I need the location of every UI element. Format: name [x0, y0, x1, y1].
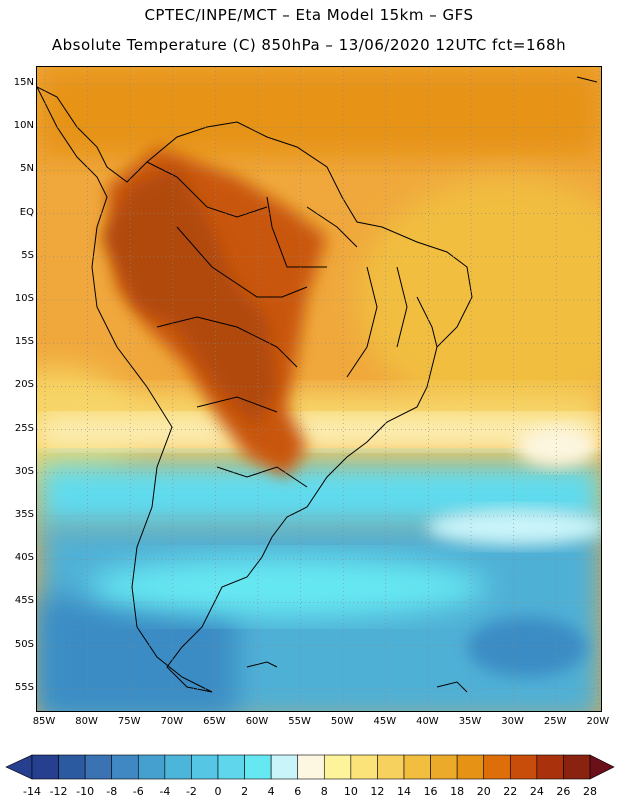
colorbar-tick-label: 10	[343, 785, 358, 798]
colorbar-tick-label: 14	[397, 785, 411, 798]
field-atlantic-mid	[357, 177, 601, 417]
field-cyan-tongue	[87, 557, 487, 617]
colorbar-swatch	[58, 754, 86, 780]
colorbar-swatch	[323, 754, 352, 780]
field-pale-south-atl	[427, 509, 601, 545]
colorbar-swatch	[191, 754, 219, 780]
colorbar-swatch	[350, 754, 378, 780]
colorbar-tick-label: 18	[450, 785, 465, 798]
field-cold-swirl	[467, 617, 587, 677]
lat-label: 55S	[14, 681, 34, 693]
colorbar-swatch	[456, 754, 485, 780]
colorbar-tick-label: 28	[583, 785, 597, 798]
lat-label: 20S	[14, 379, 34, 391]
field-pale-east	[517, 427, 597, 467]
colorbar-tick-label: -2	[185, 785, 197, 798]
lat-label: 10N	[13, 120, 34, 132]
colorbar-tick-label: 16	[423, 785, 438, 798]
colorbar-swatch	[563, 754, 591, 780]
colorbar-swatch	[377, 754, 405, 780]
colorbar-swatch	[270, 754, 299, 780]
lon-label: 25W	[543, 716, 567, 727]
lon-label: 70W	[160, 716, 184, 727]
colorbar-tick-label: -4	[159, 785, 171, 798]
lat-label: 25S	[14, 422, 34, 434]
field-land-very-hot	[102, 167, 277, 427]
colorbar-tick-label: 6	[294, 785, 302, 798]
field-deep-cold	[37, 597, 237, 711]
lat-label: 15S	[14, 336, 34, 348]
lon-label: 50W	[330, 716, 354, 727]
lon-label: 20W	[586, 716, 610, 727]
colorbar-tick-label: 0	[214, 785, 222, 798]
colorbar-tick-label: 20	[476, 785, 491, 798]
colorbar-swatch	[111, 754, 139, 780]
colorbar-over-arrow	[589, 754, 615, 780]
lat-label: 45S	[14, 595, 34, 607]
lon-label: 40W	[416, 716, 439, 727]
colorbar-tick-label: 12	[370, 785, 385, 798]
field-pale-band	[37, 417, 601, 447]
lon-label: 85W	[32, 716, 56, 727]
map-title: CPTEC/INPE/MCT – Eta Model 15km – GFS	[144, 6, 474, 24]
colorbar-tick-label: -12	[49, 785, 68, 798]
colorbar-tick-label: -6	[132, 785, 144, 798]
colorbar-swatch	[483, 754, 511, 780]
lat-label: 30S	[14, 465, 34, 477]
colorbar-tick-label: 8	[320, 785, 328, 798]
lon-label: 35W	[458, 716, 482, 727]
colorbar-swatch	[217, 754, 245, 780]
colorbar-tick-label: 26	[556, 785, 571, 798]
lon-label: 60W	[245, 716, 269, 727]
lon-label: 75W	[117, 716, 141, 727]
colorbar-tick-label: -10	[76, 785, 95, 798]
lat-label: 35S	[14, 509, 34, 520]
lat-label: 10S	[14, 293, 34, 304]
colorbar-swatch	[536, 754, 564, 780]
colorbar-swatch	[164, 754, 192, 780]
colorbar-tick-label: 24	[529, 785, 544, 798]
colorbar-tick-label: 4	[267, 785, 275, 798]
lon-label: 30W	[501, 716, 524, 727]
lat-label: 50S	[14, 638, 34, 650]
map-subtitle: Absolute Temperature (C) 850hPa – 13/06/…	[51, 36, 567, 54]
colorbar-tick-label: -14	[23, 785, 41, 798]
lat-label: 5N	[20, 163, 34, 175]
lat-label: EQ	[19, 206, 34, 218]
colorbar-tick-label: -8	[106, 785, 118, 798]
colorbar-swatch	[403, 754, 431, 780]
lon-label: 80W	[75, 716, 98, 727]
colorbar-under-arrow	[5, 754, 33, 780]
lon-label: 45W	[373, 716, 397, 727]
coastlines	[37, 76, 598, 693]
field-north-band	[37, 67, 601, 157]
colorbar-tick-label: 22	[503, 785, 518, 798]
lon-label: 65W	[203, 716, 226, 727]
colorbar-swatch	[137, 754, 166, 780]
colorbar-tick-label: 2	[241, 785, 249, 798]
lon-label: 55W	[288, 716, 311, 727]
colorbar-swatch	[31, 754, 59, 780]
lat-label: 5S	[21, 249, 34, 261]
colorbar-swatch	[244, 754, 272, 780]
lat-label: 15N	[13, 77, 34, 88]
colorbar-swatch	[84, 754, 113, 780]
lat-label: 40S	[14, 552, 34, 564]
temperature-map[interactable]	[36, 66, 602, 712]
colorbar-swatch	[297, 754, 325, 780]
map-canvas	[37, 67, 601, 711]
colorbar-swatch	[509, 754, 538, 780]
colorbar-swatch	[430, 754, 458, 780]
